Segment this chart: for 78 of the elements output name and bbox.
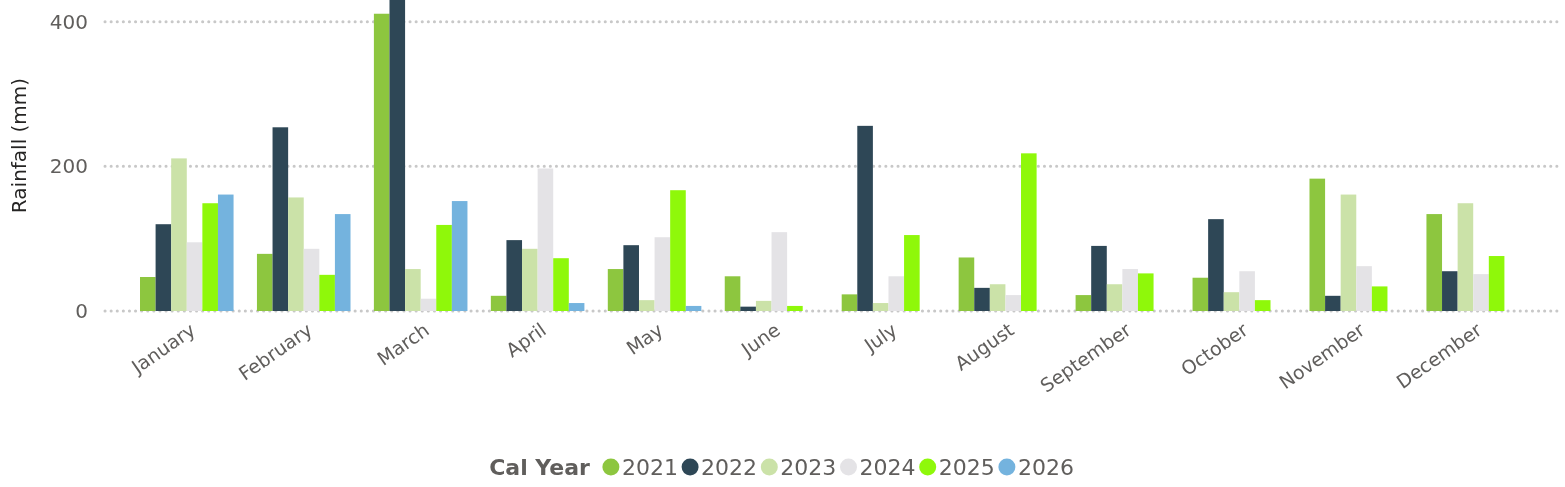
bar (217, 194, 234, 311)
bar (740, 306, 756, 311)
y-tick-label: 400 (49, 9, 88, 34)
bar (1122, 269, 1138, 311)
legend-label: 2023 (780, 454, 837, 480)
x-tick-label: May (622, 318, 667, 359)
bar (1371, 286, 1388, 311)
bar (974, 287, 990, 311)
bar (319, 274, 335, 311)
bar (186, 242, 203, 311)
legend-label: 2026 (1017, 454, 1074, 480)
y-tick-label: 200 (49, 154, 88, 179)
bar (787, 305, 803, 311)
bar (1442, 271, 1458, 311)
legend-label: 2022 (701, 454, 758, 480)
bar (1137, 273, 1154, 311)
bar (685, 305, 702, 311)
bar (755, 300, 772, 311)
bar (436, 224, 452, 311)
bar (537, 168, 554, 311)
bar (958, 257, 975, 311)
bar (389, 0, 406, 311)
bar (1473, 274, 1489, 311)
bar (303, 248, 320, 311)
bar (373, 13, 390, 311)
bar (724, 276, 741, 311)
bar (888, 276, 905, 311)
bar (872, 303, 889, 311)
legend-label: 2021 (621, 454, 678, 480)
bar (1075, 295, 1092, 311)
bar (288, 197, 304, 311)
bar (1091, 245, 1107, 311)
bar (553, 258, 569, 311)
bar (1325, 295, 1341, 311)
bar (272, 127, 289, 311)
bar (568, 303, 585, 311)
bar (623, 245, 639, 311)
x-tick-label: July (859, 318, 901, 357)
bar (654, 237, 671, 311)
bar (256, 253, 273, 311)
bar (904, 235, 920, 311)
bar (1208, 219, 1224, 311)
y-axis-title: Rainfall (mm) (7, 77, 31, 214)
bar (1021, 153, 1037, 311)
bar (1309, 178, 1326, 311)
y-tick-label: 0 (75, 299, 88, 323)
bar (607, 269, 624, 311)
bar (1488, 256, 1505, 311)
bar (771, 232, 788, 311)
bar (1005, 295, 1022, 311)
legend-label: 2024 (859, 454, 916, 480)
bar (1457, 203, 1474, 311)
bar (1223, 292, 1240, 311)
bar (989, 284, 1006, 311)
bar (670, 190, 686, 311)
bar (202, 203, 218, 311)
bar (506, 240, 523, 311)
bar (155, 224, 172, 311)
legend-label: 2025 (938, 454, 995, 480)
bar (1239, 271, 1255, 311)
bar (638, 300, 655, 311)
bar (1340, 194, 1357, 311)
bar (1254, 300, 1271, 311)
bar (1106, 284, 1123, 311)
bar (405, 269, 421, 311)
legend-title: Cal Year (489, 454, 591, 480)
bar (140, 277, 156, 311)
bar (841, 294, 858, 311)
bar (1356, 266, 1372, 311)
bar (1426, 214, 1443, 311)
bar (334, 214, 351, 311)
bar (857, 125, 873, 311)
bar (420, 298, 437, 311)
bar (1192, 277, 1209, 311)
bar (522, 248, 538, 311)
bar (171, 158, 187, 311)
bar (451, 201, 468, 311)
bar (490, 295, 507, 311)
